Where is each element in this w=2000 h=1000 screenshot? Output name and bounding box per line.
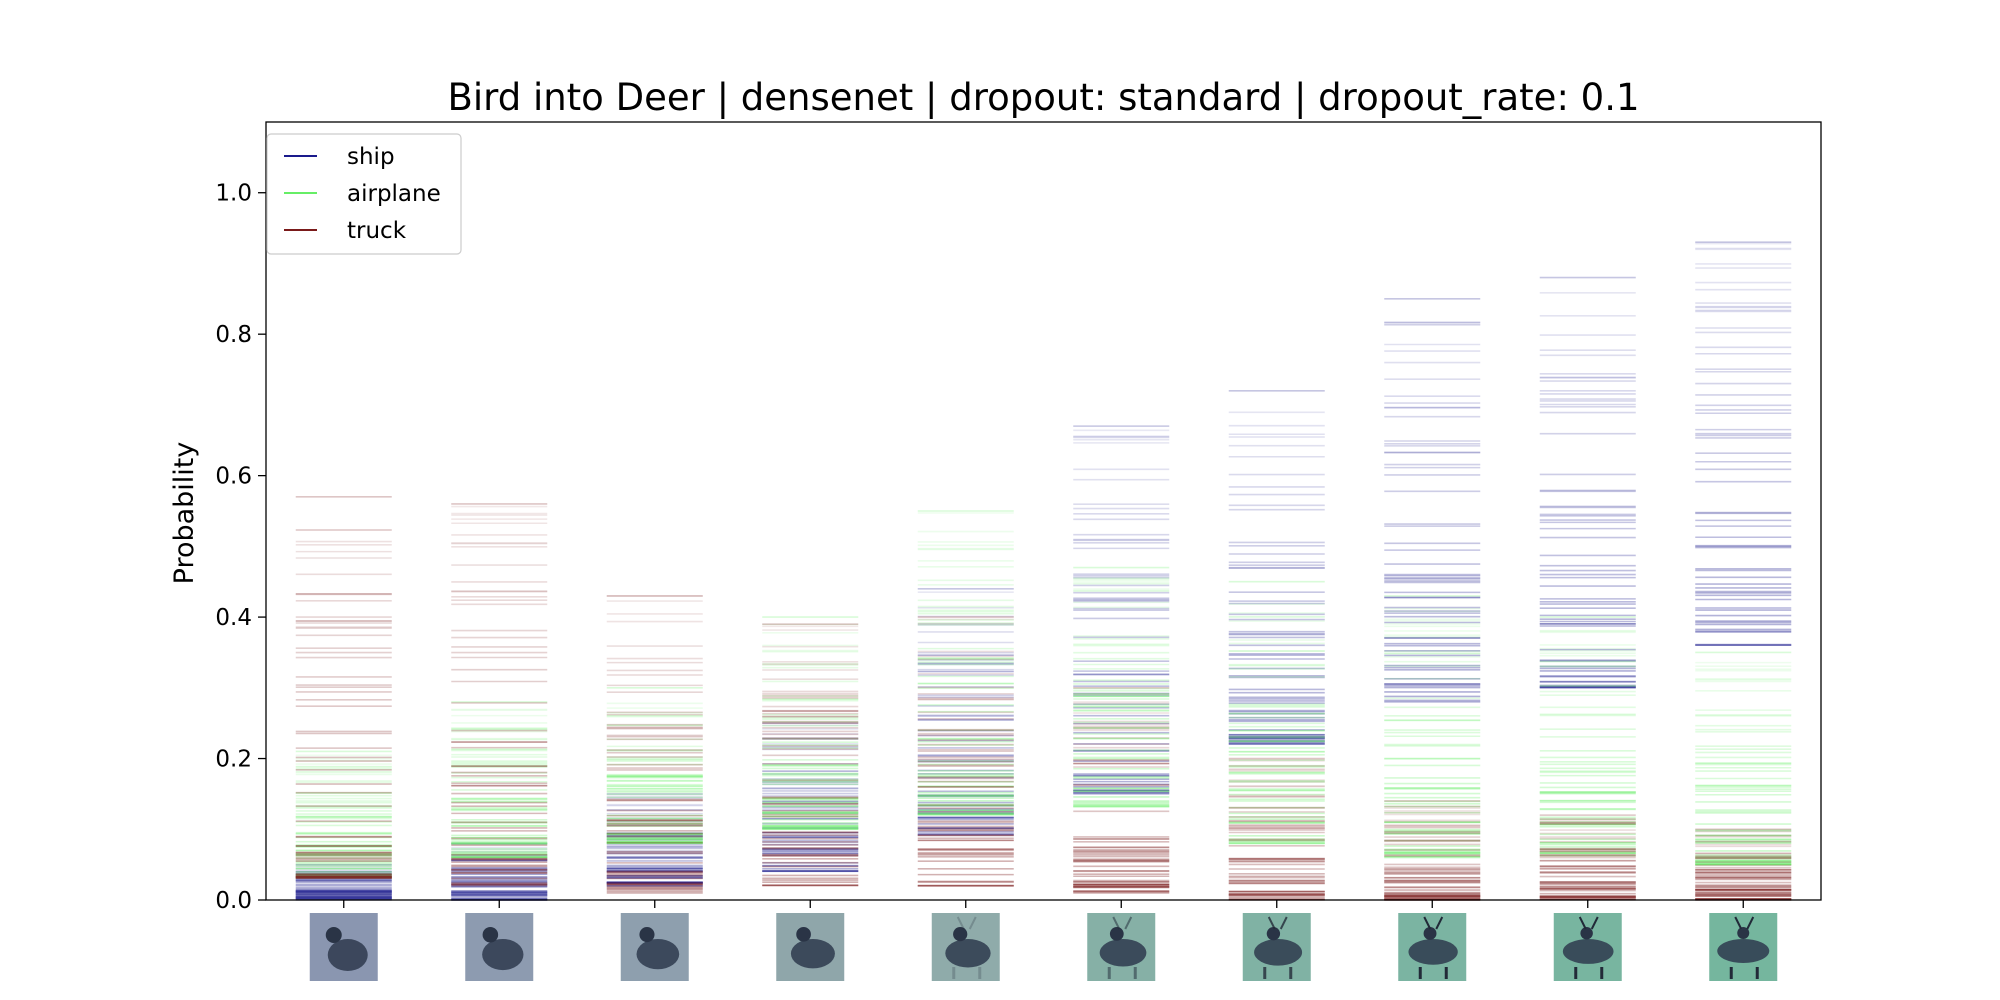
thumbnail-head-7 [1423, 927, 1437, 940]
legend-box [266, 133, 462, 255]
thumbnail-7 [1398, 913, 1467, 981]
legend-items: ship airplane truck [284, 144, 441, 244]
legend-label-truck: truck [347, 218, 407, 244]
thumbnail-body-1 [482, 939, 524, 971]
thumbnail-body-8 [1562, 939, 1614, 964]
thumbnail-legs-9 [1729, 967, 1759, 979]
thumbnail-legs-7 [1418, 967, 1448, 979]
thumbnail-2 [620, 913, 689, 981]
strips-layer [295, 241, 1792, 901]
thumbnail-head-5 [1109, 927, 1124, 941]
thumbnail-legs-4 [952, 967, 982, 979]
y-tick-label-5: 1.0 [215, 181, 252, 207]
thumbnail-antlers-6 [1267, 916, 1288, 930]
plot-frame [265, 121, 1822, 901]
thumbnail-8 [1553, 913, 1622, 981]
chart-title: Bird into Deer | densenet | dropout: sta… [447, 76, 1639, 119]
y-tick-label-0: 0.0 [215, 888, 252, 914]
thumbnail-6 [1242, 913, 1311, 981]
thumbnails-layer [309, 913, 1778, 981]
thumbnail-antlers-5 [1112, 916, 1133, 930]
legend-label-airplane: airplane [347, 181, 441, 207]
thumbnail-5 [1087, 913, 1156, 981]
thumbnail-4 [931, 913, 1000, 981]
thumbnail-body-0 [327, 939, 368, 971]
thumbnail-antlers-4 [956, 916, 977, 930]
thumbnail-legs-5 [1107, 967, 1137, 979]
y-tick-label-4: 0.8 [215, 322, 252, 348]
thumbnail-1 [465, 913, 534, 981]
y-axis-label: Probability [169, 442, 200, 585]
y-tick-label-2: 0.4 [215, 605, 252, 631]
thumbnail-head-4 [953, 927, 968, 942]
thumbnail-head-8 [1580, 927, 1593, 940]
thumbnail-body-3 [790, 939, 835, 969]
legend-label-ship: ship [347, 144, 395, 170]
thumbnail-body-9 [1717, 939, 1770, 963]
x-ticks-layer [343, 900, 1744, 908]
thumbnail-body-2 [636, 939, 680, 970]
thumbnail-antlers-7 [1423, 916, 1444, 930]
thumbnail-head-2 [639, 927, 655, 943]
thumbnail-body-6 [1254, 939, 1303, 966]
thumbnail-head-3 [796, 927, 811, 942]
thumbnail-0 [309, 913, 378, 981]
thumbnail-head-0 [325, 927, 342, 943]
thumbnail-head-1 [482, 927, 499, 943]
thumbnail-antlers-9 [1734, 916, 1755, 930]
thumbnail-9 [1709, 913, 1778, 981]
legend: ship airplane truck [266, 133, 462, 255]
thumbnail-head-9 [1737, 927, 1750, 939]
thumbnail-body-5 [1099, 939, 1147, 967]
thumbnail-antlers-8 [1578, 916, 1599, 930]
thumbnail-3 [776, 913, 845, 981]
y-tick-label-3: 0.6 [215, 464, 252, 490]
thumbnail-legs-6 [1263, 967, 1293, 979]
thumbnail-legs-8 [1574, 967, 1604, 979]
y-tick-label-1: 0.2 [215, 747, 252, 773]
thumbnail-body-7 [1408, 939, 1458, 965]
thumbnail-body-4 [945, 939, 991, 968]
y-ticks-layer: 0.0 0.2 0.4 0.6 0.8 1.0 [215, 181, 266, 914]
thumbnail-head-6 [1266, 927, 1281, 941]
